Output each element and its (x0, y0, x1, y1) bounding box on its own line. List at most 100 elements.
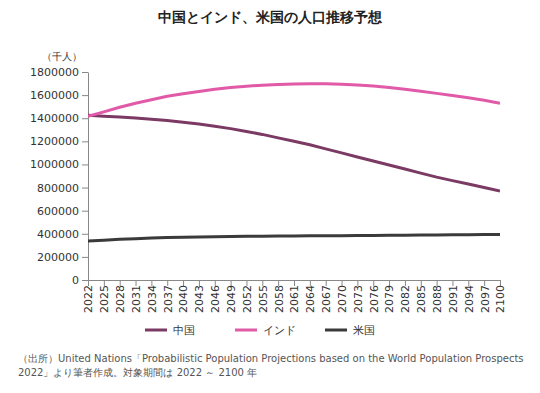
x-tick-label: 2031 (130, 285, 143, 313)
y-tick-label: 1600000 (30, 89, 79, 102)
x-tick-label: 2040 (177, 285, 190, 313)
x-tick: 2064 (304, 280, 317, 313)
x-tick-label: 2061 (288, 285, 301, 313)
y-tick-label: 1200000 (30, 135, 79, 148)
x-tick-label: 2025 (98, 285, 111, 313)
x-tick-label: 2064 (304, 285, 317, 313)
x-tick: 2091 (447, 280, 460, 313)
x-tick: 2070 (336, 280, 349, 313)
y-tick-mark (82, 141, 88, 142)
series-line (88, 84, 500, 116)
x-tick: 2073 (352, 280, 365, 313)
x-tick-label: 2073 (352, 285, 365, 313)
y-tick: 1200000 (30, 135, 88, 148)
legend-label: 米国 (353, 324, 375, 337)
x-tick: 2022 (82, 280, 95, 313)
y-tick: 1600000 (30, 89, 88, 102)
x-tick-label: 2022 (82, 285, 95, 313)
x-tick-label: 2052 (241, 285, 254, 313)
y-tick: 600000 (37, 205, 88, 218)
x-tick-label: 2058 (273, 285, 286, 313)
x-tick-label: 2067 (320, 285, 333, 313)
title: 中国とインド、米国の人口推移予想 (158, 9, 383, 25)
x-tick-label: 2085 (415, 285, 428, 313)
x-tick: 2076 (368, 280, 381, 313)
legend-label: インド (263, 324, 296, 337)
y-tick-label: 800000 (37, 182, 79, 195)
y-tick-mark (82, 72, 88, 73)
x-tick-label: 2079 (383, 285, 396, 313)
x-tick: 2082 (399, 280, 412, 313)
y-axis: 0 200000 400000 600000 800000 1000000 1200000 1… (30, 66, 89, 287)
y-tick-mark (82, 95, 88, 96)
y-tick-label: 1800000 (30, 66, 79, 79)
x-tick: 2088 (431, 280, 444, 313)
y-tick: 400000 (37, 228, 88, 241)
x-tick: 2052 (241, 280, 254, 313)
x-tick-label: 2037 (162, 285, 175, 313)
x-tick-label: 2049 (225, 285, 238, 313)
legend-label: 中国 (173, 324, 195, 337)
x-tick-label: 2034 (146, 285, 159, 313)
x-tick: 2085 (415, 280, 428, 313)
y-tick-label: 1400000 (30, 112, 79, 125)
y-axis-line (88, 73, 89, 281)
x-tick: 2067 (320, 280, 333, 313)
series-line (88, 234, 500, 240)
x-tick: 2037 (162, 280, 175, 313)
legend-swatch (325, 329, 347, 332)
x-tick-label: 2055 (257, 285, 270, 313)
y-tick: 200000 (37, 251, 88, 264)
series-line (88, 115, 500, 191)
x-axis: 2022202520282031203420372040204320462049… (82, 280, 507, 313)
x-tick: 2028 (114, 280, 127, 313)
x-tick-label: 2088 (431, 285, 444, 313)
x-tick: 2061 (288, 280, 301, 313)
x-tick: 2043 (193, 280, 206, 313)
y-tick-label: 600000 (37, 205, 79, 218)
y-tick: 1000000 (30, 158, 88, 171)
y-tick-mark (82, 257, 88, 258)
x-tick: 2040 (177, 280, 190, 313)
y-axis-label: （千人） (42, 51, 82, 62)
x-tick: 2097 (479, 280, 492, 313)
x-tick: 2049 (225, 280, 238, 313)
y-tick: 1800000 (30, 66, 88, 79)
x-tick: 2079 (383, 280, 396, 313)
x-tick-label: 2091 (447, 285, 460, 313)
y-tick: 800000 (37, 182, 88, 195)
x-tick: 2055 (257, 280, 270, 313)
x-tick-label: 2082 (399, 285, 412, 313)
y-tick-label: 200000 (37, 251, 79, 264)
legend: 中国 インド 米国 (145, 324, 375, 337)
y-tick-mark (82, 211, 88, 212)
y-tick-mark (82, 234, 88, 235)
x-tick: 2094 (463, 280, 476, 313)
y-tick-mark (82, 164, 88, 165)
y-tick-mark (82, 118, 88, 119)
y-tick-mark (82, 188, 88, 189)
y-tick-label: 0 (72, 274, 79, 287)
legend-swatch (235, 329, 257, 332)
y-tick-label: 1000000 (30, 158, 79, 171)
x-tick-label: 2070 (336, 285, 349, 313)
plot-area (88, 84, 500, 241)
y-tick-mark (82, 280, 88, 281)
x-tick: 2034 (146, 280, 159, 313)
source-note: （出所）United Nations「Probabilistic Populat… (18, 352, 528, 380)
y-tick-label: 400000 (37, 228, 79, 241)
x-tick-label: 2076 (368, 285, 381, 313)
y-tick: 1400000 (30, 112, 88, 125)
x-tick-label: 2043 (193, 285, 206, 313)
x-tick-label: 2046 (209, 285, 222, 313)
x-tick: 2031 (130, 280, 143, 313)
x-tick-label: 2100 (494, 285, 507, 313)
legend-swatch (145, 329, 167, 332)
x-tick-label: 2097 (479, 285, 492, 313)
x-tick-label: 2028 (114, 285, 127, 313)
x-tick: 2100 (494, 280, 507, 313)
x-tick: 2046 (209, 280, 222, 313)
x-tick: 2025 (98, 280, 111, 313)
x-tick: 2058 (273, 280, 286, 313)
x-tick-label: 2094 (463, 285, 476, 313)
